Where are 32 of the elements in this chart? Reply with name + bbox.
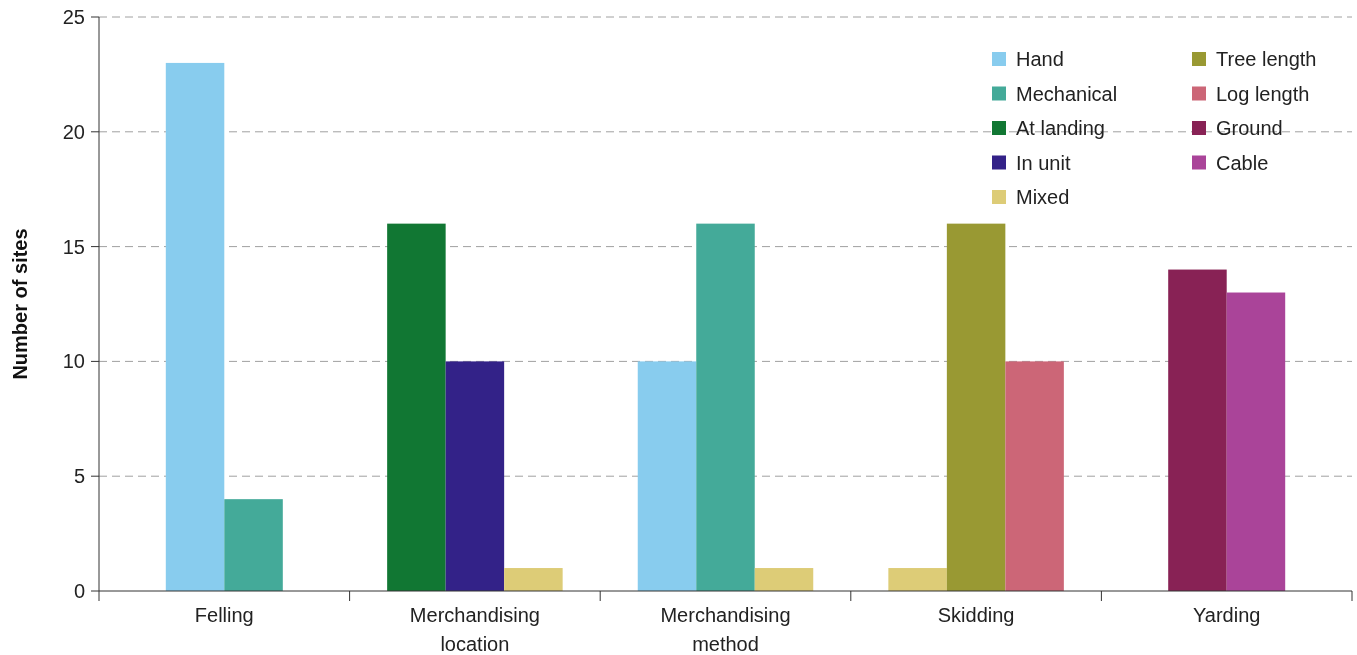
x-tick-label: Skidding: [937, 604, 1015, 626]
legend-label: Hand: [1016, 48, 1064, 70]
legend-label: Mechanical: [1016, 82, 1118, 105]
y-tick-label: 5: [73, 465, 85, 488]
bar: [637, 361, 697, 591]
x-tick-label: Yarding: [1192, 604, 1261, 626]
bar: [696, 223, 755, 591]
x-tick-label: Merchandising location: [409, 604, 540, 655]
y-tick-label: 20: [62, 120, 85, 143]
legend-label: In unit: [1016, 151, 1071, 174]
bar: [165, 62, 225, 591]
bar: [387, 223, 446, 591]
y-axis-title: Number of sites: [9, 228, 31, 380]
bar: [224, 499, 283, 591]
bar: [946, 223, 1006, 591]
y-tick-label: 15: [62, 235, 85, 258]
bar: [1168, 269, 1227, 591]
x-tick-label: Merchandising method: [660, 604, 791, 655]
bar: [1226, 292, 1286, 591]
x-tick-label: Felling: [194, 604, 254, 626]
y-tick-label: 25: [62, 6, 85, 28]
legend-label: Log length: [1216, 82, 1310, 105]
bar: [504, 568, 563, 591]
legend-label: Ground: [1216, 117, 1283, 139]
legend-label: Cable: [1216, 151, 1269, 174]
legend-label: At landing: [1016, 117, 1105, 139]
bar: [445, 361, 505, 591]
legend-label: Tree length: [1216, 48, 1317, 70]
legend-label: Mixed: [1016, 186, 1070, 208]
y-tick-label: 0: [73, 580, 85, 602]
y-tick-label: 10: [62, 350, 85, 373]
bar: [1005, 361, 1064, 591]
